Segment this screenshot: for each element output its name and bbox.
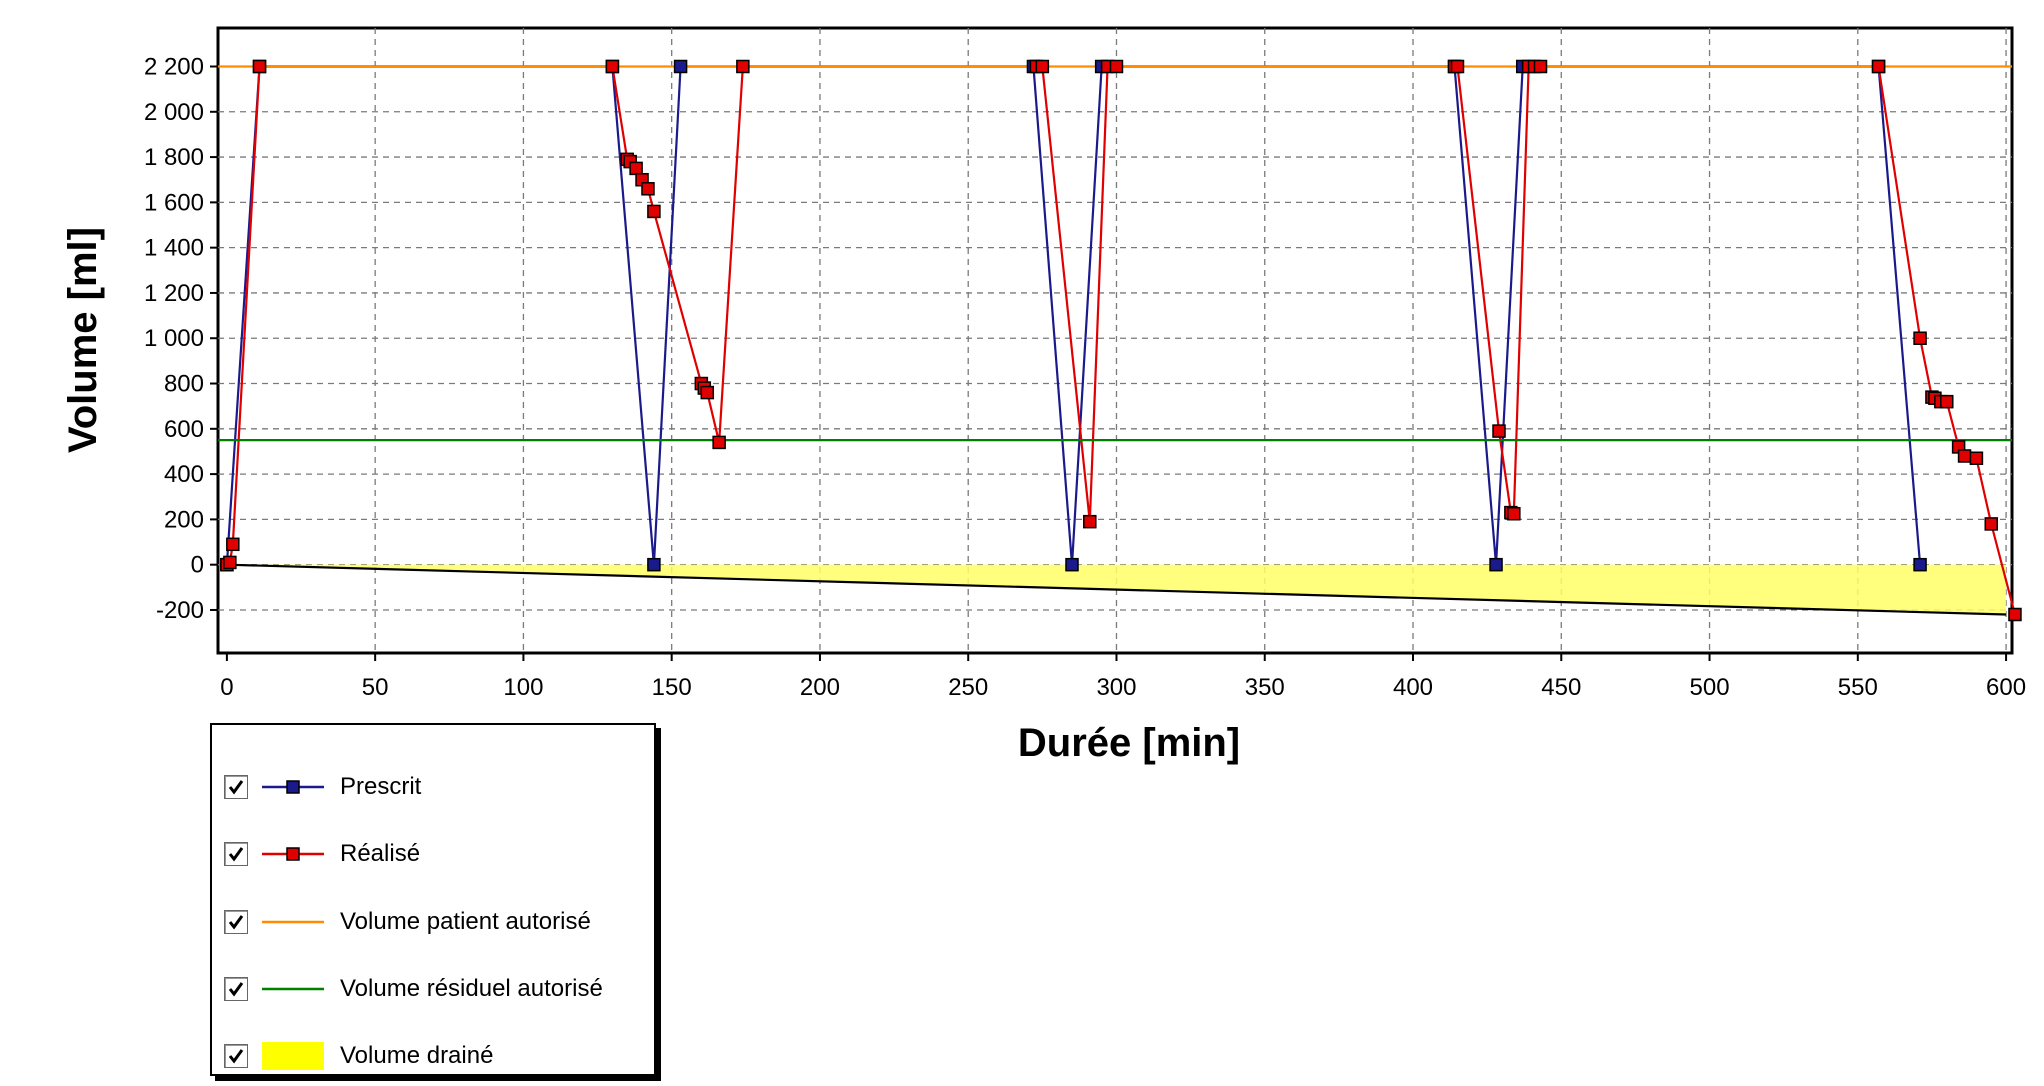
- legend-label-realise: Réalisé: [340, 840, 421, 867]
- y-tick-label: 2 200: [144, 53, 204, 80]
- x-tick-label: 550: [1838, 674, 1878, 701]
- legend-label-volume-draine: Volume drainé: [340, 1042, 494, 1069]
- series-point-0: [1913, 557, 1927, 572]
- series-point-1: [252, 59, 267, 74]
- y-tick-label: 2 000: [144, 99, 204, 126]
- series-point-1: [226, 537, 240, 552]
- legend-checkbox-volume-draine[interactable]: [224, 1044, 248, 1068]
- x-axis-title: Durée [min]: [1018, 721, 1240, 765]
- series-point-1: [1083, 514, 1097, 529]
- series-point-1: [700, 385, 715, 400]
- legend-checkbox-prescrit[interactable]: [224, 775, 248, 799]
- y-tick-label: 1 000: [144, 325, 204, 352]
- series-point-0: [1065, 557, 1079, 572]
- series-point-1: [1984, 517, 1998, 531]
- series-point-1: [223, 555, 237, 570]
- y-tick-label: -200: [156, 597, 204, 624]
- legend-item-prescrit[interactable]: Prescrit: [212, 767, 421, 807]
- drained-area-edge: [226, 563, 2007, 616]
- y-tick-label: 200: [164, 506, 204, 533]
- series-point-1: [1450, 59, 1465, 74]
- series-point-1: [1940, 394, 1954, 409]
- x-tick-label: 150: [652, 674, 692, 701]
- y-tick-label: 1 800: [144, 144, 204, 171]
- y-axis-title: Volume [ml]: [61, 227, 105, 453]
- series-point-0: [1489, 557, 1503, 572]
- series-point-1: [641, 182, 655, 196]
- legend-item-volume-residuel[interactable]: Volume résiduel autorisé: [212, 969, 603, 1009]
- series-point-0: [673, 59, 688, 74]
- series-markers-layer: [220, 59, 2022, 622]
- series-point-1: [605, 59, 620, 74]
- legend-symbol-prescrit: [262, 780, 324, 794]
- y-tick-label: 600: [164, 416, 204, 443]
- legend-item-volume-draine[interactable]: Volume drainé: [212, 1036, 493, 1076]
- x-tick-label: 500: [1690, 674, 1730, 701]
- chart-legend: Prescrit Réalisé Volume patient autorisé…: [210, 723, 656, 1076]
- series-point-1: [2008, 607, 2022, 622]
- series-point-1: [712, 435, 726, 450]
- x-axis-ticks: 0 50 100 150 200 250 300 350 400 450 500 550 600: [220, 653, 2026, 701]
- x-tick-label: 50: [362, 674, 389, 701]
- legend-item-realise[interactable]: Réalisé: [212, 834, 420, 874]
- x-tick-label: 0: [220, 674, 233, 701]
- x-tick-label: 350: [1245, 674, 1285, 701]
- series-point-1: [1969, 451, 1984, 466]
- legend-checkbox-realise[interactable]: [224, 842, 248, 866]
- legend-label-prescrit: Prescrit: [340, 773, 422, 800]
- series-point-1: [1507, 506, 1521, 521]
- legend-symbol-volume-residuel: [262, 987, 324, 991]
- legend-label-volume-patient: Volume patient autorisé: [340, 908, 591, 935]
- x-tick-label: 300: [1096, 674, 1136, 701]
- x-tick-label: 100: [503, 674, 543, 701]
- plot-background: [216, 26, 2014, 655]
- y-tick-label: 1 200: [144, 280, 204, 307]
- y-tick-label: 1 400: [144, 235, 204, 262]
- series-point-1: [1035, 59, 1050, 74]
- legend-item-volume-patient[interactable]: Volume patient autorisé: [212, 902, 591, 942]
- legend-checkbox-volume-patient[interactable]: [224, 910, 248, 934]
- legend-symbol-volume-patient: [262, 920, 324, 924]
- series-point-0: [647, 557, 661, 572]
- series-point-1: [629, 161, 643, 176]
- y-tick-label: 400: [164, 461, 204, 488]
- legend-symbol-realise: [262, 847, 324, 861]
- series-point-1: [1913, 331, 1927, 345]
- legend-checkbox-volume-residuel[interactable]: [224, 977, 248, 1001]
- series-point-1: [1533, 59, 1548, 74]
- series-point-1: [1871, 59, 1886, 74]
- drained-area-layer: [226, 563, 2007, 616]
- x-tick-label: 250: [948, 674, 988, 701]
- x-tick-label: 450: [1541, 674, 1581, 701]
- y-axis-ticks: -200 0 200 400 600 800 1 000 1 200 1 400 1 600 1 8…: [144, 53, 218, 624]
- series-point-1: [647, 204, 661, 219]
- y-tick-label: 800: [164, 371, 204, 398]
- legend-label-volume-residuel: Volume résiduel autorisé: [340, 975, 603, 1002]
- series-point-1: [1492, 424, 1506, 438]
- series-point-1: [1957, 449, 1972, 463]
- x-tick-label: 200: [800, 674, 840, 701]
- legend-symbol-volume-draine: [262, 1042, 324, 1070]
- y-tick-label: 0: [191, 552, 204, 579]
- y-tick-label: 1 600: [144, 189, 204, 216]
- series-point-1: [736, 59, 750, 74]
- x-tick-label: 400: [1393, 674, 1433, 701]
- x-tick-label: 600: [1986, 674, 2026, 701]
- series-point-1: [1109, 59, 1124, 74]
